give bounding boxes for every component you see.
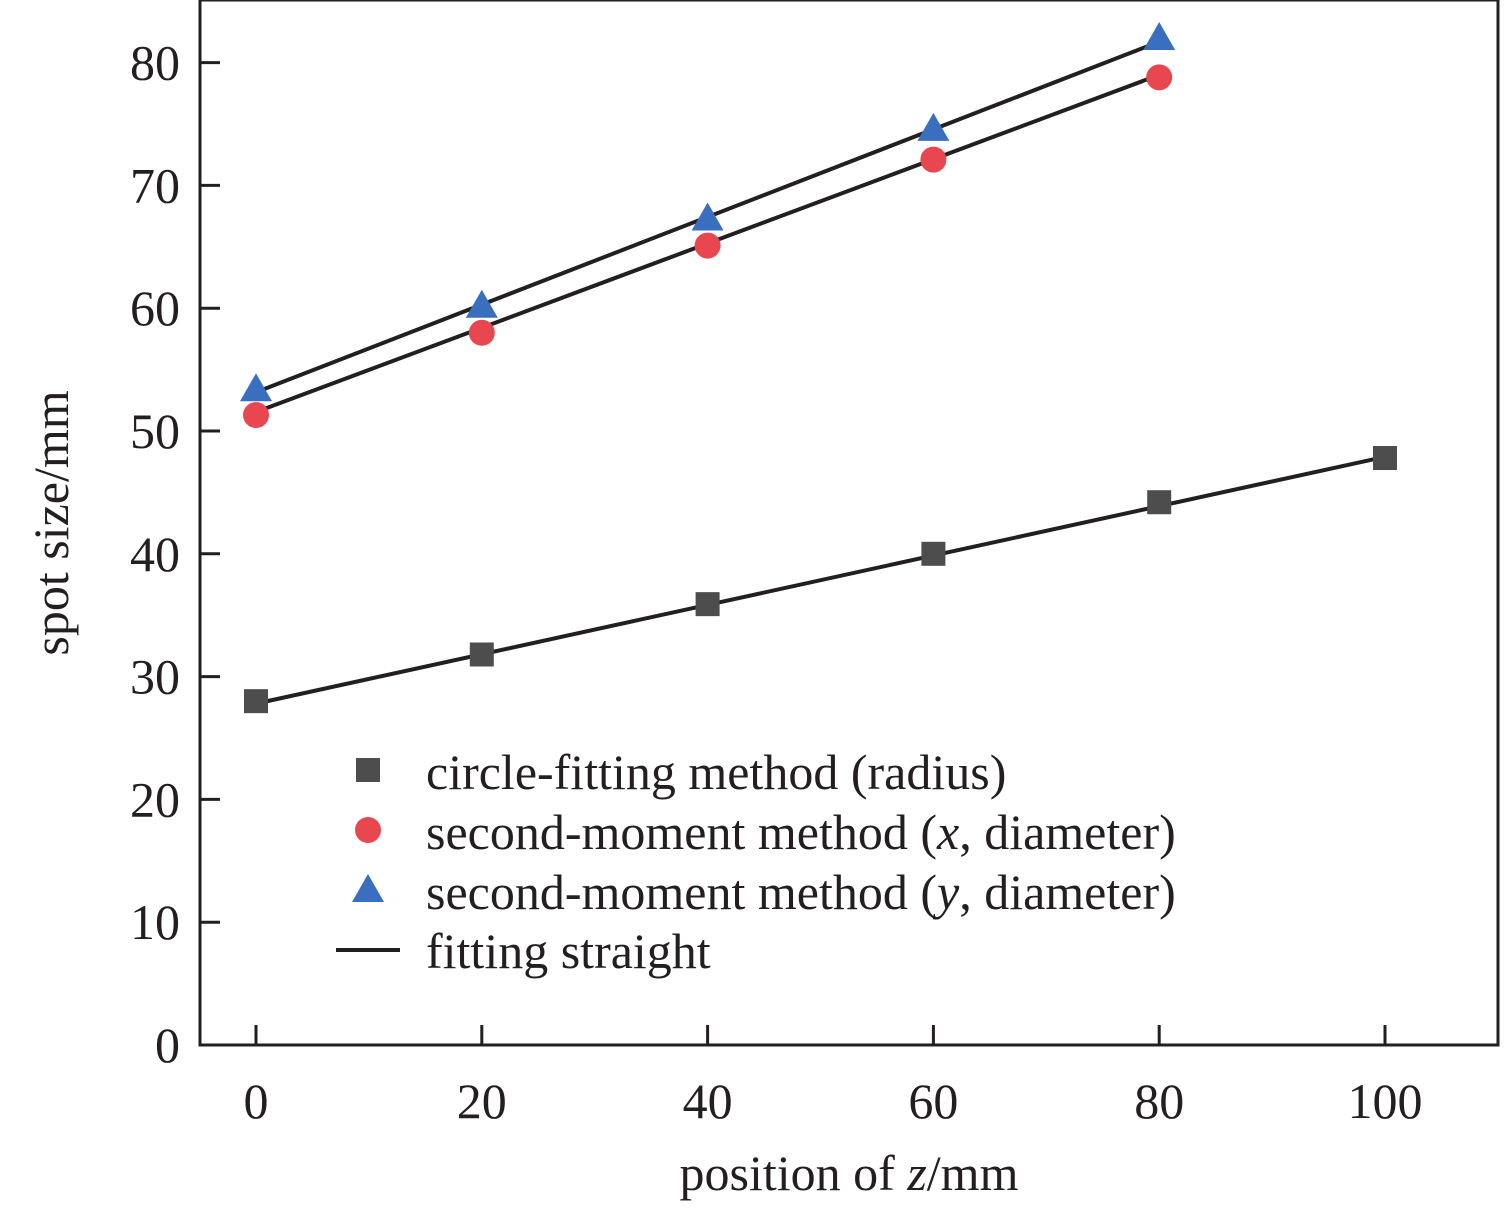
x-tick-label: 60 [908,1073,958,1129]
x-tick-label: 80 [1134,1073,1184,1129]
circle-marker [243,402,269,429]
circle-marker [468,319,495,346]
legend-label-fitting-straight: fitting straight [426,923,711,979]
square-marker [921,541,946,566]
legend-circle-marker [355,817,381,843]
y-tick-label: 50 [130,403,180,459]
triangle-marker [240,373,272,402]
x-axis-label: position of z/mm [680,1145,1019,1201]
data-markers [240,22,1397,714]
y-tick-label: 60 [130,280,180,336]
legend-label: second-moment method (y, diameter) [426,864,1176,920]
fit-lines [243,39,1386,706]
y-tick-label: 10 [130,894,180,950]
circle-marker [1146,64,1173,91]
y-axis-ticks: 0 10 20 30 40 50 60 70 80 [130,35,220,1073]
y-tick-label: 40 [130,526,180,582]
legend-triangle-marker [352,874,384,902]
y-tick-label: 20 [130,771,180,827]
square-marker [469,642,494,667]
x-tick-label: 100 [1348,1073,1423,1129]
y-tick-label: 70 [130,157,180,213]
x-tick-label: 40 [683,1073,733,1129]
legend-label: circle-fitting method (radius) [426,744,1006,800]
y-axis-label: spot size/mm [23,390,79,655]
triangle-marker [465,289,498,318]
plot-frame [198,0,1500,1047]
circle-marker [694,232,721,259]
y-tick-label: 0 [155,1017,180,1073]
square-marker [695,592,720,617]
x-axis-ticks: 0 20 40 60 80 100 [244,1025,1423,1129]
x-tick-label: 20 [457,1073,507,1129]
legend-square-marker [356,758,380,782]
square-marker [1147,490,1172,515]
y-tick-label: 30 [130,649,180,705]
triangle-marker [1143,22,1176,51]
triangle-marker [917,112,950,141]
fit-line [255,454,1386,706]
y-tick-label: 80 [130,35,180,91]
legend: circle-fitting method (radius)second-mom… [336,744,1176,979]
square-marker [1373,446,1397,471]
triangle-marker [691,202,724,231]
square-marker [244,689,268,714]
legend-label: second-moment method (x, diameter) [426,804,1176,860]
x-tick-label: 0 [244,1073,269,1129]
circle-marker [920,146,947,173]
